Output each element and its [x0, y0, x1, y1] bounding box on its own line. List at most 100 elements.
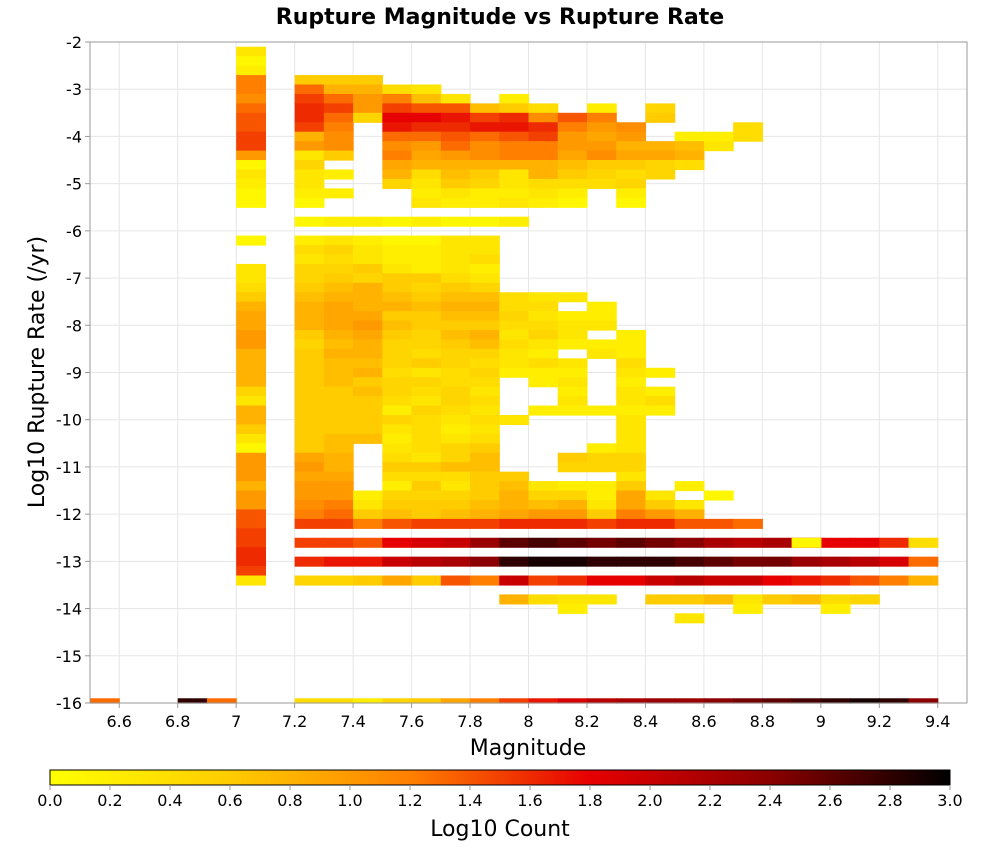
heatmap-cell — [411, 509, 442, 520]
heatmap-cell — [411, 471, 442, 482]
heatmap-cell — [528, 301, 559, 312]
heatmap-cell — [586, 339, 617, 350]
y-tick-label: -8 — [66, 316, 82, 335]
heatmap-cell — [470, 509, 500, 520]
heatmap-cell — [382, 424, 413, 435]
heatmap-cell — [528, 150, 559, 161]
heatmap-cell — [528, 339, 559, 350]
colorbar-ticks: 0.0 0.2 0.4 0.6 0.8 1.0 1.2 1.4 1.6 1.8 2.0 2.2 2.4 2… — [37, 785, 963, 810]
colorbar-tick-label: 2.8 — [877, 791, 902, 810]
heatmap-cell — [294, 405, 325, 416]
heatmap-cell — [645, 509, 676, 520]
heatmap-cell — [528, 481, 559, 492]
heatmap-cell — [294, 414, 325, 426]
heatmap-cell — [528, 311, 559, 322]
heatmap-cell — [557, 603, 588, 614]
heatmap-cell — [353, 263, 383, 274]
heatmap-cell — [382, 93, 413, 104]
heatmap-cell — [323, 141, 354, 152]
heatmap-cell — [236, 556, 266, 567]
heatmap-cell — [382, 537, 413, 548]
heatmap-cell — [323, 414, 354, 426]
heatmap-cell — [470, 178, 500, 189]
heatmap-cell — [411, 358, 442, 369]
heatmap-cell — [499, 112, 530, 123]
heatmap-cell — [499, 339, 530, 350]
heatmap-cell — [528, 518, 559, 529]
heatmap-cell — [382, 414, 413, 426]
heatmap-cell — [616, 348, 647, 359]
heatmap-cell — [616, 178, 647, 189]
heatmap-cell — [528, 320, 559, 331]
heatmap-cell — [236, 424, 266, 435]
heatmap-cell — [411, 452, 442, 463]
heatmap-cell — [616, 169, 647, 180]
heatmap-cell — [236, 396, 266, 407]
heatmap-cell — [323, 235, 354, 246]
y-tick-label: -2 — [66, 33, 82, 52]
heatmap-cell — [177, 698, 208, 704]
heatmap-cell — [294, 235, 325, 246]
heatmap-cell — [353, 282, 383, 293]
heatmap-cell — [820, 594, 851, 605]
heatmap-cell — [557, 150, 588, 161]
heatmap-cell — [382, 216, 413, 227]
x-tick-label: 6.8 — [165, 712, 190, 731]
heatmap-cell — [236, 537, 266, 548]
colorbar-tick-label: 2.0 — [637, 791, 662, 810]
heatmap-cell — [586, 141, 617, 152]
x-tick-label: 8.8 — [750, 712, 775, 731]
heatmap-cell — [528, 348, 559, 359]
heatmap-cell — [586, 169, 617, 180]
heatmap-cell — [323, 103, 354, 114]
heatmap-cell — [411, 216, 442, 227]
heatmap-cell — [528, 292, 559, 303]
heatmap-cell — [294, 518, 325, 529]
heatmap-cell — [557, 188, 588, 199]
heatmap-cell — [499, 122, 530, 133]
heatmap-cell — [382, 405, 413, 416]
heatmap-cell — [440, 698, 471, 704]
heatmap-cell — [440, 235, 471, 246]
heatmap-cell — [557, 509, 588, 520]
heatmap-cell — [236, 481, 266, 492]
heatmap-cells — [90, 46, 939, 704]
heatmap-cell — [323, 216, 354, 227]
heatmap-cell — [616, 377, 647, 388]
heatmap-cell — [674, 613, 705, 624]
heatmap-cell — [762, 575, 793, 586]
heatmap-cell — [236, 84, 266, 95]
heatmap-cell — [440, 518, 471, 529]
heatmap-cell — [791, 698, 822, 704]
x-tick-label: 9 — [816, 712, 826, 731]
heatmap-cell — [294, 122, 325, 133]
heatmap-cell — [645, 141, 676, 152]
heatmap-cell — [470, 405, 500, 416]
heatmap-cell — [382, 84, 413, 95]
colorbar-tick-label: 0.0 — [37, 791, 62, 810]
heatmap-cell — [353, 575, 383, 586]
heatmap-cell — [470, 471, 500, 482]
heatmap-cell — [703, 575, 734, 586]
heatmap-cell — [528, 556, 559, 567]
heatmap-cell — [323, 471, 354, 482]
heatmap-cell — [353, 292, 383, 303]
heatmap-cell — [382, 509, 413, 520]
heatmap-cell — [470, 131, 500, 142]
heatmap-cell — [411, 197, 442, 208]
heatmap-cell — [528, 169, 559, 180]
heatmap-cell — [353, 245, 383, 256]
heatmap-cell — [294, 75, 325, 86]
heatmap-cell — [382, 263, 413, 274]
colorbar-tick-label: 0.8 — [277, 791, 302, 810]
y-axis-ticks: -2 -3 -4 -5 -6 -7 -8 -9 -10 -11 -12 -13 -14 -15 -16 — [56, 33, 90, 713]
heatmap-cell — [470, 414, 500, 426]
heatmap-cell — [236, 452, 266, 463]
colorbar-label: Log10 Count — [430, 817, 570, 842]
colorbar-tick-label: 1.8 — [577, 791, 602, 810]
heatmap-cell — [353, 235, 383, 246]
heatmap-cell — [850, 698, 880, 704]
heatmap-cell — [557, 396, 588, 407]
x-tick-label: 8.2 — [574, 712, 599, 731]
heatmap-cell — [703, 131, 734, 142]
